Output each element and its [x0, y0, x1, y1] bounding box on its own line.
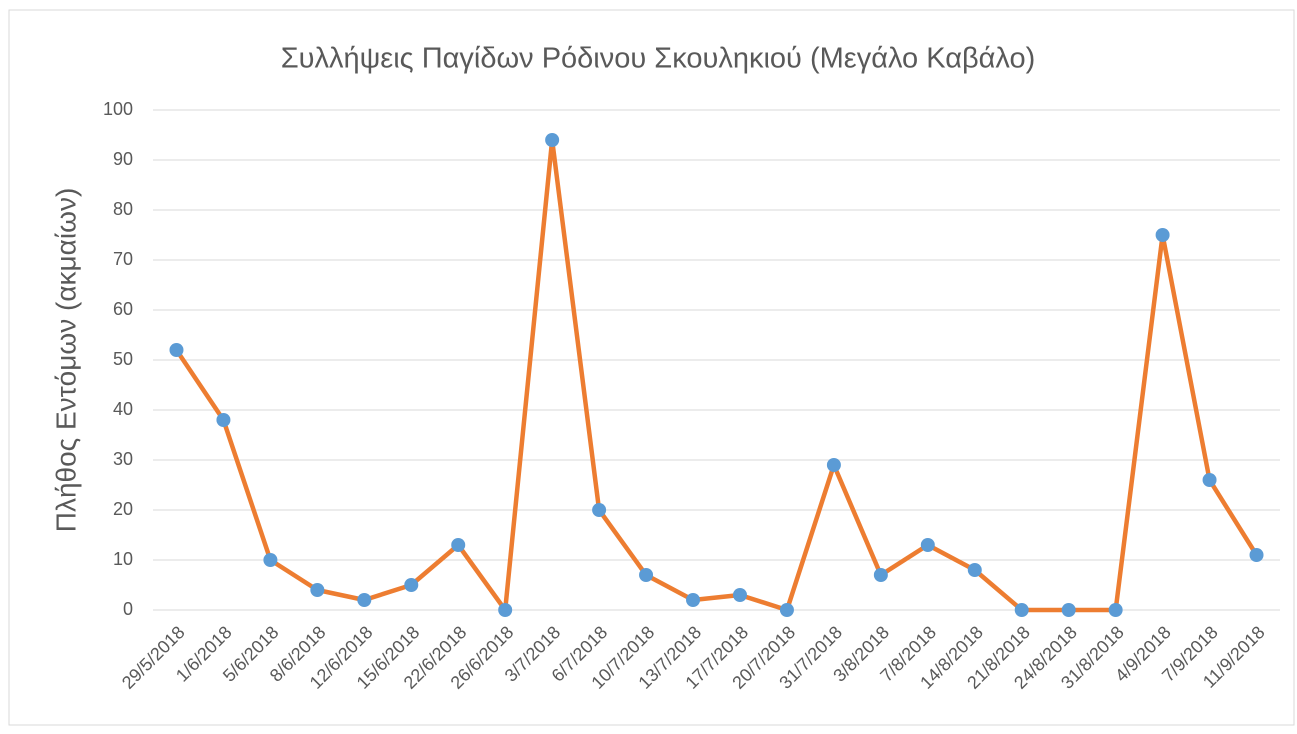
data-point	[1155, 228, 1170, 242]
data-point	[451, 538, 466, 552]
data-point	[545, 133, 560, 147]
y-tick-label: 30	[113, 449, 133, 469]
data-point	[310, 583, 325, 597]
y-tick-label: 40	[113, 399, 133, 419]
data-point	[1202, 473, 1217, 487]
data-point	[779, 603, 794, 617]
data-point	[920, 538, 935, 552]
data-point	[592, 503, 607, 517]
data-point	[404, 578, 419, 592]
y-tick-label: 80	[113, 199, 133, 219]
chart-title: Συλλήψεις Παγίδων Ρόδινου Σκουληκιού (Με…	[281, 43, 1036, 75]
data-point	[732, 588, 747, 602]
y-tick-label: 20	[113, 499, 133, 519]
data-point	[357, 593, 372, 607]
y-tick-label: 50	[113, 349, 133, 369]
data-point	[1108, 603, 1123, 617]
y-tick-label: 100	[103, 99, 133, 119]
y-tick-label: 70	[113, 249, 133, 269]
data-point	[498, 603, 513, 617]
data-point	[826, 458, 841, 472]
data-point	[169, 343, 184, 357]
data-point	[216, 413, 231, 427]
data-point	[1249, 548, 1264, 562]
data-point	[639, 568, 654, 582]
data-line	[174, 137, 1259, 613]
y-axis-label: Πλήθος Εντόμων (ακμαίων)	[50, 188, 81, 533]
data-point	[967, 563, 982, 577]
y-tick-label: 60	[113, 299, 133, 319]
y-tick-label: 0	[123, 599, 133, 619]
data-point	[686, 593, 701, 607]
data-point	[873, 568, 888, 582]
data-point	[1014, 603, 1029, 617]
y-tick-label: 10	[113, 549, 133, 569]
chart-border	[8, 9, 1295, 726]
y-tick-label: 90	[113, 149, 133, 169]
data-point	[263, 553, 278, 567]
data-point	[1061, 603, 1076, 617]
